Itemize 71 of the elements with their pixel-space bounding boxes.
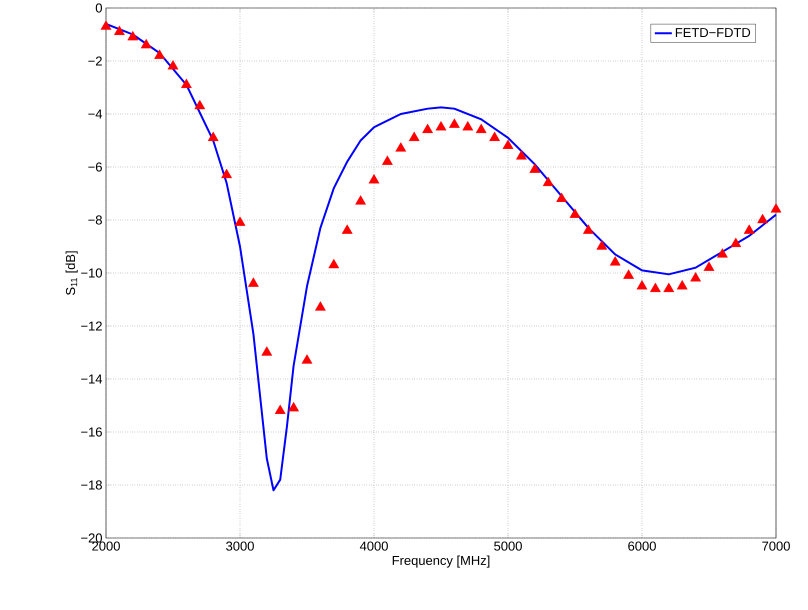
point	[704, 262, 714, 271]
x-axis-title: Frequency [MHz]	[392, 556, 490, 568]
y-tick-label: −18	[81, 480, 102, 490]
point	[516, 150, 527, 160]
point	[234, 216, 246, 226]
point	[114, 26, 125, 36]
point	[328, 258, 340, 268]
point	[449, 118, 460, 128]
point	[757, 214, 768, 224]
point	[529, 163, 540, 173]
point	[476, 124, 487, 134]
y-tick-label: −12	[81, 321, 102, 331]
point	[610, 256, 621, 266]
point	[663, 282, 674, 292]
y-tick-label: −16	[81, 427, 102, 437]
point	[570, 208, 580, 218]
point	[154, 50, 165, 59]
point	[342, 224, 353, 234]
x-tick-label: 6000	[628, 542, 656, 551]
point	[623, 269, 634, 279]
point	[770, 203, 782, 213]
point	[368, 174, 380, 184]
point	[140, 38, 152, 48]
y-tick-label: −20	[81, 533, 102, 543]
point	[462, 121, 474, 130]
x-tick-label: 2000	[92, 542, 120, 551]
point	[583, 224, 594, 234]
point	[730, 238, 742, 248]
point	[168, 60, 178, 70]
x-tick-label: 4000	[360, 542, 388, 551]
point	[542, 176, 554, 186]
point	[221, 168, 232, 178]
y-tick-label: −6	[88, 162, 102, 172]
point	[208, 132, 219, 142]
point	[274, 404, 286, 414]
point	[315, 301, 326, 311]
point	[650, 282, 661, 292]
y-axis-title: S$_{11}$ [dB]	[66, 251, 78, 295]
point	[248, 277, 259, 287]
point	[194, 100, 206, 110]
point	[355, 195, 366, 205]
point	[717, 248, 728, 258]
y-tick-label: −2	[88, 56, 102, 66]
point	[489, 132, 500, 142]
point	[100, 20, 112, 30]
point	[636, 280, 648, 290]
point	[744, 224, 755, 234]
y-tick-label: 0	[96, 3, 102, 13]
point	[181, 78, 192, 88]
x-tick-label: 5000	[494, 542, 522, 551]
y-tick-label: −8	[88, 215, 102, 225]
point	[408, 132, 420, 142]
point	[676, 280, 688, 290]
y-tick-label: −10	[81, 268, 102, 278]
point	[556, 192, 567, 202]
point	[382, 156, 393, 165]
point	[436, 121, 446, 130]
x-tick-label: 3000	[226, 542, 254, 551]
point	[690, 272, 701, 282]
point	[395, 142, 406, 152]
x-tick-label: 7000	[762, 542, 790, 551]
point	[288, 402, 299, 412]
point	[596, 240, 608, 250]
legend-label: FETD−FDTD	[676, 28, 750, 37]
y-tick-label: −14	[81, 374, 102, 384]
point	[302, 354, 312, 364]
point	[422, 124, 433, 134]
y-tick-label: −4	[88, 110, 102, 118]
point	[261, 346, 272, 356]
point	[127, 30, 138, 40]
point	[502, 140, 514, 149]
